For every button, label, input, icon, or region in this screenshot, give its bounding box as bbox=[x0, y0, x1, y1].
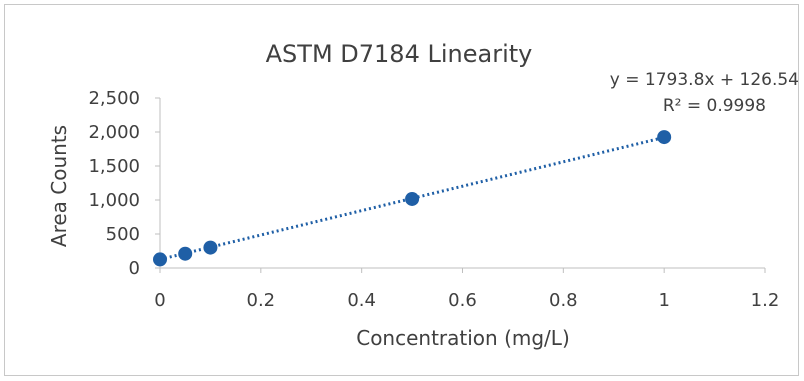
chart-title: ASTM D7184 Linearity bbox=[266, 40, 533, 68]
y-tick-label: 500 bbox=[106, 224, 140, 245]
x-tick-label: 0.8 bbox=[549, 290, 578, 311]
axes bbox=[159, 98, 765, 269]
x-axis-title: Concentration (mg/L) bbox=[356, 326, 570, 350]
y-tick-label: 1,500 bbox=[88, 156, 140, 177]
data-points bbox=[153, 130, 672, 267]
y-tick-labels: 0 500 1,000 1,500 2,000 2,500 bbox=[88, 88, 160, 279]
x-tick-label: 0.2 bbox=[247, 290, 276, 311]
trendline-layer bbox=[159, 135, 665, 261]
data-point bbox=[178, 246, 193, 261]
trendline bbox=[159, 135, 665, 261]
trendline-equation: y = 1793.8x + 126.54 bbox=[610, 70, 799, 90]
y-tick-label: 0 bbox=[129, 258, 140, 279]
x-tick-label: 1 bbox=[658, 290, 669, 311]
y-tick-label: 1,000 bbox=[88, 190, 140, 211]
y-axis-title: Area Counts bbox=[47, 125, 71, 247]
data-point bbox=[405, 191, 420, 206]
x-tick-label: 0.6 bbox=[448, 290, 477, 311]
x-tick-labels: 0 0.2 0.4 0.6 0.8 1 1.2 bbox=[154, 268, 779, 311]
y-tick-label: 2,000 bbox=[88, 122, 140, 143]
x-tick-label: 0.4 bbox=[347, 290, 376, 311]
x-tick-label: 0 bbox=[154, 290, 165, 311]
data-point bbox=[657, 130, 672, 145]
x-tick-label: 1.2 bbox=[751, 290, 780, 311]
trendline-r2: R² = 0.9998 bbox=[663, 96, 766, 116]
data-point bbox=[153, 252, 167, 267]
chart-frame bbox=[4, 4, 799, 376]
data-point bbox=[203, 240, 218, 255]
y-tick-label: 2,500 bbox=[88, 88, 140, 109]
